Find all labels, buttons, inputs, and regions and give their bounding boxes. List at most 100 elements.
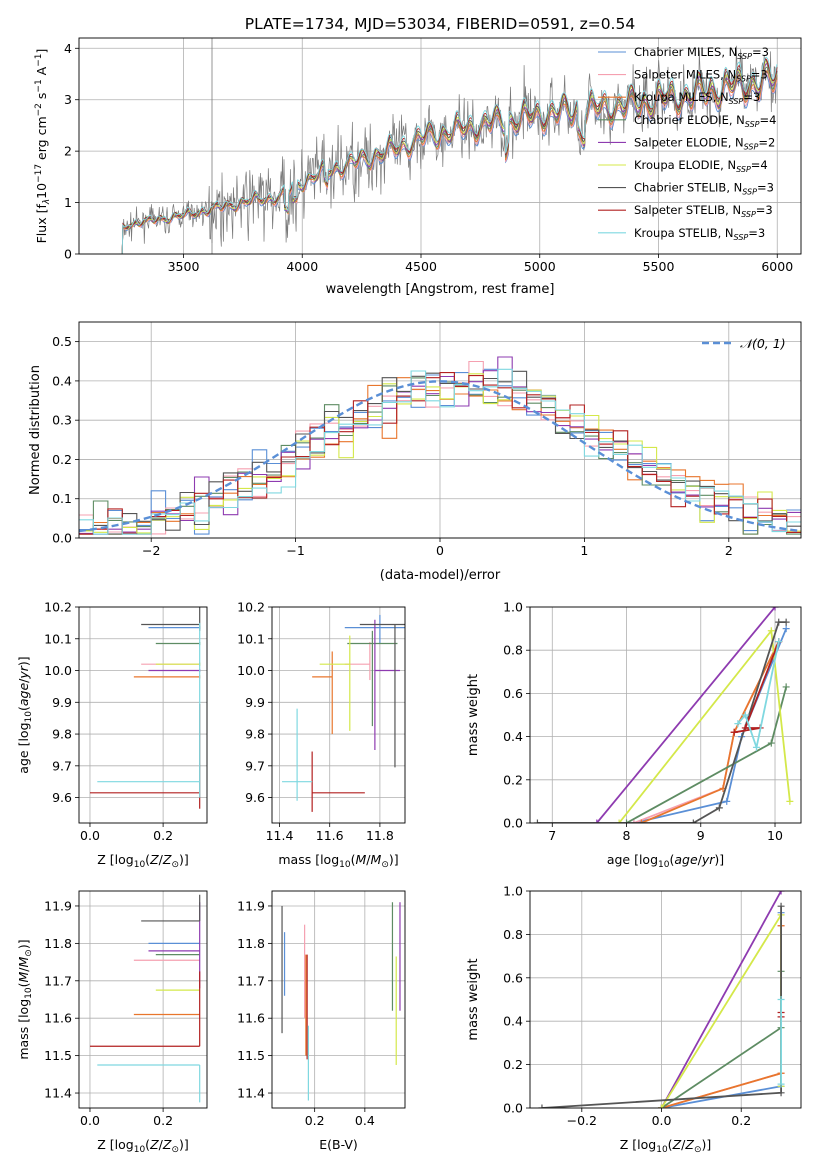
label-part: 10 bbox=[656, 1145, 668, 1155]
label-part: 10 bbox=[34, 183, 49, 199]
label-part: erg cm bbox=[34, 116, 49, 164]
label-part: 10 bbox=[24, 711, 34, 723]
label-part: =3 bbox=[743, 90, 760, 104]
mass-weight-marker bbox=[637, 819, 645, 823]
label-part: / bbox=[159, 852, 164, 867]
panel-mass-vs-Z: 0.0 0.211.411.511.611.711.811.9Z [log10(Z… bbox=[16, 890, 208, 1155]
x-tick-label: 2 bbox=[725, 543, 733, 558]
y-tick-label: 10.1 bbox=[237, 631, 265, 646]
mass-weight-marker bbox=[767, 739, 775, 747]
y-tick-label: 0.4 bbox=[52, 373, 72, 388]
label-part: A bbox=[34, 66, 49, 79]
mass-weight-marker bbox=[533, 819, 541, 823]
label-part: SSP bbox=[745, 120, 760, 129]
panel-age-vs-mass: 11.4 11.6 11.8 9.6 9.7 9.8 9.9 10.0 10.1 10.2 mass… bbox=[237, 600, 406, 870]
mass-weight-marker bbox=[767, 627, 775, 635]
x-tick-label: 0 bbox=[436, 543, 444, 558]
mass-weight-marker bbox=[777, 996, 785, 1003]
legend-label-normal: 𝒩(0, 1) bbox=[740, 336, 786, 351]
residual-histogram bbox=[79, 356, 801, 535]
mass-weight-line bbox=[626, 686, 788, 823]
mass-weight-line bbox=[641, 641, 780, 823]
label-part: Chabrier ELODIE, N bbox=[634, 113, 745, 127]
legend-label: Salpeter MILES, NSSP=3 bbox=[634, 68, 768, 84]
grid-residuals bbox=[79, 322, 801, 539]
label-part: )] bbox=[179, 852, 189, 867]
label-part: )] bbox=[16, 939, 31, 949]
x-tick-label: 0.2 bbox=[153, 828, 173, 843]
label-part: ( bbox=[16, 983, 31, 988]
label-part: ( bbox=[145, 852, 150, 867]
label-part: ⊙ bbox=[171, 860, 179, 870]
mass-vs-ebv-xlabel: E(B-V) bbox=[319, 1137, 358, 1152]
y-tick-label: 2 bbox=[64, 144, 72, 159]
mass-weight-marker bbox=[623, 819, 631, 823]
label-part: −1 bbox=[34, 54, 44, 67]
label-part: =3 bbox=[751, 68, 768, 82]
label-part: −1 bbox=[34, 79, 44, 92]
mass-weight-marker bbox=[777, 891, 785, 895]
label-part: Chabrier MILES, N bbox=[634, 45, 737, 59]
label-part: ⊙ bbox=[694, 1145, 702, 1155]
label-part: )] bbox=[16, 656, 31, 666]
x-tick-label: 11.6 bbox=[316, 828, 344, 843]
x-tick-label: −2 bbox=[142, 543, 160, 558]
label-part: )] bbox=[179, 1137, 189, 1152]
residuals-xlabel: (data-model)/error bbox=[380, 568, 501, 583]
label-part: 10 bbox=[24, 987, 34, 999]
label-part: =3 bbox=[752, 45, 769, 59]
grid-mass-vs-Z bbox=[79, 891, 207, 1108]
axes-frame bbox=[78, 890, 208, 1109]
x-tick-label: 4000 bbox=[286, 259, 318, 274]
label-part: )] bbox=[714, 852, 724, 867]
y-tick-label: 0.4 bbox=[503, 1014, 523, 1029]
label-part: SSP bbox=[737, 52, 752, 61]
mass-weight-vs-Z-ylabel: mass weight bbox=[466, 958, 481, 1040]
panel-residuals: −2 −1 0 1 2 0.0 0.1 0.2 0.3 0.4 0.5 𝒩(0, 1) (data-mo… bbox=[28, 321, 802, 583]
grid-mass-weight-vs-age bbox=[530, 606, 801, 824]
label-part: / bbox=[681, 1137, 686, 1152]
mass-vs-Z-ylabel-group: mass [log10(M/M⊙)] bbox=[16, 939, 34, 1059]
y-tick-label: 0.2 bbox=[52, 452, 72, 467]
y-tick-label: 9.7 bbox=[245, 758, 265, 773]
panel-mass-weight-vs-Z: −0.2 0.0 0.20.00.20.40.60.81.0Z [log10(Z/Z… bbox=[466, 884, 802, 1155]
axes-frame bbox=[78, 321, 802, 539]
x-tick-label: 6000 bbox=[761, 259, 793, 274]
y-tick-label: 0.0 bbox=[503, 816, 523, 831]
label-part: )] bbox=[389, 852, 399, 867]
legend-label: Chabrier STELIB, NSSP=3 bbox=[634, 181, 774, 197]
y-tick-label: 0.2 bbox=[503, 772, 523, 787]
label-part: Salpeter ELODIE, N bbox=[634, 135, 744, 149]
mass-weight-vs-age-xlabel: age [log10(age/yr)] bbox=[607, 852, 724, 870]
y-tick-label: 9.9 bbox=[245, 695, 265, 710]
label-part: =3 bbox=[757, 181, 774, 195]
y-tick-label: 1.0 bbox=[503, 884, 523, 899]
mass-vs-Z-xlabel: Z [log10(Z/Z⊙)] bbox=[97, 1137, 189, 1155]
residual-histogram bbox=[79, 370, 801, 535]
normal-curve bbox=[79, 380, 801, 533]
y-tick-label: 11.4 bbox=[44, 1086, 72, 1101]
label-part: 10 bbox=[134, 1145, 146, 1155]
legend-label: Salpeter ELODIE, NSSP=2 bbox=[634, 135, 775, 151]
legend-label: Kroupa STELIB, NSSP=3 bbox=[634, 226, 765, 242]
axes-frame bbox=[271, 890, 406, 1109]
plot-area-mass-vs-Z bbox=[89, 894, 201, 1103]
label-part: −17 bbox=[34, 164, 44, 183]
mass-weight-marker bbox=[775, 618, 783, 626]
spectrum-ylabel: Flux [fλ10−17 erg cm−2 s−1 A−1] bbox=[34, 49, 52, 244]
mass-weight-marker bbox=[777, 1080, 785, 1088]
label-part: 10 bbox=[658, 860, 670, 870]
mass-weight-line bbox=[660, 971, 782, 1108]
mass-weight-marker bbox=[786, 797, 794, 805]
x-tick-label: 0.0 bbox=[80, 1113, 100, 1128]
label-part: M bbox=[16, 972, 31, 983]
label-part: yr bbox=[16, 665, 31, 679]
mass-weight-marker bbox=[630, 819, 638, 823]
mass-weight-marker bbox=[689, 819, 697, 823]
mass-weight-vs-age-ylabel: mass weight bbox=[466, 674, 481, 756]
x-tick-label: 3500 bbox=[168, 259, 200, 274]
axes-frame bbox=[529, 890, 802, 1109]
x-tick-label: 0.2 bbox=[731, 1113, 751, 1128]
legend-label: Chabrier ELODIE, NSSP=4 bbox=[634, 113, 776, 129]
x-tick-label: 1 bbox=[580, 543, 588, 558]
